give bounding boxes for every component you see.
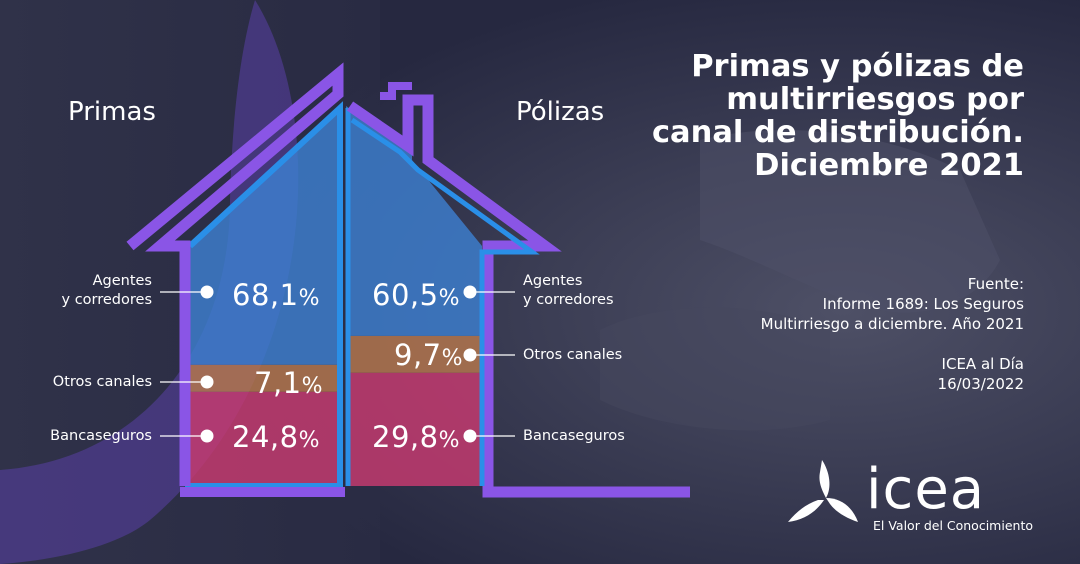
house-right-wall bbox=[346, 94, 690, 498]
bar-segment-polizas-otros bbox=[346, 335, 482, 373]
bar-segment-polizas-bancaseguros bbox=[346, 372, 482, 486]
value-label-primas-bancaseguros: 24,8% bbox=[232, 420, 320, 454]
leader-dot-polizas-bancaseguros bbox=[463, 429, 477, 443]
house-left-wall bbox=[126, 62, 344, 486]
value-label-polizas-agentes: 60,5% bbox=[372, 278, 460, 312]
leader-dot-primas-otros bbox=[200, 375, 214, 389]
tri-blade-icon bbox=[788, 460, 858, 522]
legend-right-agentes: Agentes y corredores bbox=[523, 273, 614, 308]
value-label-polizas-otros: 9,7% bbox=[394, 338, 464, 372]
value-label-primas-agentes: 68,1% bbox=[232, 278, 320, 312]
leader-dot-primas-agentes bbox=[200, 285, 214, 299]
legend-left-agentes: Agentes y corredores bbox=[61, 273, 153, 308]
infographic-title: Primas y pólizas de multirriesgos por ca… bbox=[651, 49, 1024, 183]
category-label-polizas: Pólizas bbox=[516, 97, 605, 127]
leader-dot-polizas-agentes bbox=[463, 285, 477, 299]
brand-name: icea bbox=[866, 457, 986, 522]
value-label-polizas-bancaseguros: 29,8% bbox=[372, 420, 460, 454]
background-hand-silhouette bbox=[700, 130, 1000, 313]
legend-left-bancaseguros: Bancaseguros bbox=[50, 428, 152, 444]
leader-dot-primas-bancaseguros bbox=[200, 429, 214, 443]
legend-right-otros: Otros canales bbox=[523, 347, 623, 363]
house-chimney bbox=[380, 82, 412, 100]
house-right-inner-edge bbox=[350, 117, 540, 486]
brand-tagline: El Valor del Conocimiento bbox=[873, 518, 1033, 533]
category-label-primas: Primas bbox=[68, 97, 156, 127]
background-fist-silhouette bbox=[600, 307, 830, 431]
leader-dot-polizas-otros bbox=[463, 348, 477, 362]
leader-lines bbox=[160, 285, 515, 443]
source-note: Fuente: Informe 1689: Los Seguros Multir… bbox=[760, 275, 1024, 393]
house-left-inner-edge bbox=[185, 101, 343, 489]
legend-left-otros: Otros canales bbox=[52, 374, 152, 390]
house-outline bbox=[126, 62, 690, 498]
legend-right-bancaseguros: Bancaseguros bbox=[523, 428, 625, 444]
value-label-primas-otros: 7,1% bbox=[254, 366, 324, 400]
